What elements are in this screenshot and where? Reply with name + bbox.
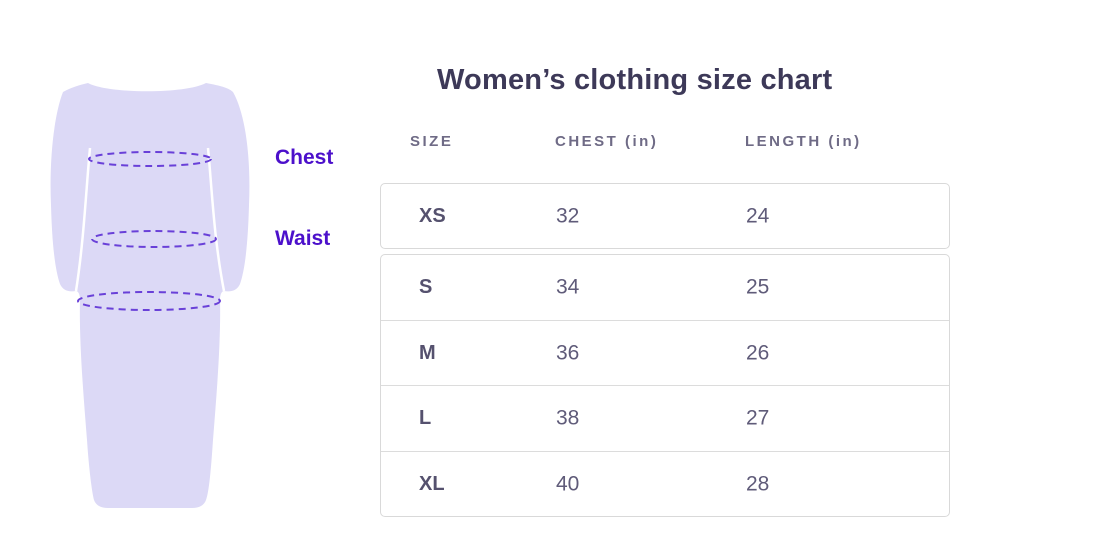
waist-label: Waist	[275, 227, 331, 250]
column-header-chest: CHEST (in)	[555, 133, 659, 150]
chest-value: 40	[556, 472, 580, 496]
dress-silhouette	[50, 83, 250, 508]
table-row-m: M 36 26	[381, 319, 949, 386]
table-header-row: SIZE CHEST (in) LENGTH (in)	[380, 133, 950, 153]
table-row-xl: XL 40 28	[381, 450, 949, 517]
waist-measure-line	[91, 230, 217, 248]
length-value: 27	[746, 406, 770, 430]
size-table-card-body: S 34 25 M 36 26 L 38 27 XL 40 28	[380, 254, 950, 517]
chest-label: Chest	[275, 146, 334, 169]
chest-value: 32	[556, 204, 580, 228]
table-row-xs: XS 32 24	[381, 184, 949, 248]
length-value: 24	[746, 204, 770, 228]
chest-value: 38	[556, 406, 580, 430]
size-value: XS	[419, 205, 446, 227]
page-title: Women’s clothing size chart	[437, 64, 833, 96]
right-sleeve-seam	[206, 147, 226, 292]
length-value: 28	[746, 472, 770, 496]
size-value: L	[419, 407, 432, 430]
table-row-s: S 34 25	[381, 255, 949, 320]
chest-measure-line	[88, 151, 212, 167]
chest-value: 34	[556, 275, 580, 299]
chest-value: 36	[556, 341, 580, 365]
size-value: S	[419, 276, 433, 299]
size-table-card-xs: XS 32 24	[380, 183, 950, 249]
size-value: M	[419, 341, 436, 364]
left-sleeve-seam	[74, 147, 92, 292]
column-header-size: SIZE	[410, 133, 454, 150]
table-row-l: L 38 27	[381, 385, 949, 451]
length-value: 26	[746, 341, 770, 365]
hip-measure-line	[77, 291, 221, 311]
length-value: 25	[746, 275, 770, 299]
size-value: XL	[419, 472, 445, 495]
column-header-length: LENGTH (in)	[745, 133, 862, 150]
dress-illustration	[50, 83, 250, 508]
